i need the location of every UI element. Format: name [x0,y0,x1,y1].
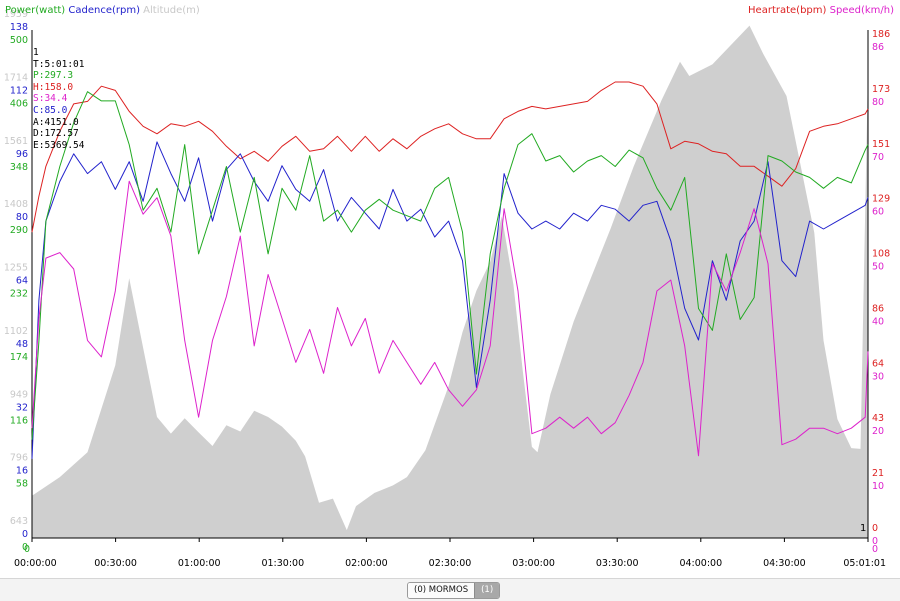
legend-left: Power(watt) Cadence(rpm) Altitude(m) [5,5,200,16]
tab-1[interactable]: (1) [474,583,500,598]
bottom-bar: (0) MORMOS (1) [0,578,900,601]
legend-right-item-1: Speed(km/h) [826,5,894,16]
legend-item-1: Cadence(rpm) [68,5,144,16]
speed-tick-label: 86 [872,42,884,53]
readout-line-4: C:85.0 [33,104,68,116]
heartrate-tick-label: 21 [872,468,884,479]
cadence-tick-label: 0 [22,529,28,540]
series-cadence-line [31,141,869,459]
readout-line-3: S:34.4 [33,93,68,105]
heartrate-tick-label: 108 [872,249,890,260]
series-speed-line [31,180,869,457]
altitude-tick-label: 949 [10,389,28,400]
power-tick-label: 174 [10,352,28,363]
altitude-tick-label: 1959 [4,9,28,20]
heartrate-tick-label: 64 [872,358,884,369]
x-tick-label: 03:30:00 [596,558,639,569]
altitude-tick-label: 1255 [4,263,28,274]
speed-tick-label: 60 [872,207,884,218]
speed-tick-label: 10 [872,481,884,492]
series-heartrate-line [31,81,869,233]
heartrate-tick-label: 86 [872,303,884,314]
heartrate-tick-label: 129 [872,194,890,205]
power-tick-label: 348 [10,162,28,173]
power-tick-label: 116 [10,415,28,426]
power-tick-label: 290 [10,225,28,236]
cadence-tick-label: 80 [16,212,28,223]
cadence-tick-label: 16 [16,466,28,477]
speed-tick-label: 30 [872,371,884,382]
x-tick-label: 04:00:00 [679,558,722,569]
altitude-area-layer [32,25,868,539]
heartrate-tick-label: 151 [872,139,890,150]
x-tick-label: 02:30:00 [429,558,472,569]
legend-item-0: Power(watt) [5,5,69,16]
series-altitude-area [32,25,868,539]
x-tick-label: 05:01:01 [843,558,886,569]
heartrate-tick-label: 186 [872,29,890,40]
axis-labels-layer: 643 796 949 1102 1255 1408 1561 1714 1959 0 16 32 48… [4,9,890,569]
altitude-tick-label: 796 [10,453,28,464]
multi-series-chart[interactable]: 643 796 949 1102 1255 1408 1561 1714 1959 0 16 32 48… [0,0,900,578]
cursor-readout: 1 T:5:01:01 P:297.3 H:158.0 S:34.4 C:85.0 A:4… [33,47,84,151]
power-tick-label: 232 [10,289,28,300]
altitude-tick-label: 1561 [4,136,28,147]
x-tick-label: 00:30:00 [94,558,137,569]
speed-zero-label: 0 [872,544,878,555]
heartrate-tick-label: 173 [872,84,890,95]
tab-mormos[interactable]: (0) MORMOS [408,583,475,598]
legend-right: Heartrate(bpm) Speed(km/h) [748,5,894,16]
cadence-tick-label: 32 [16,402,28,413]
altitude-tick-label: 1102 [4,326,28,337]
ride-tabs: (0) MORMOS (1) [407,582,501,599]
x-tick-label: 01:00:00 [178,558,221,569]
speed-tick-label: 40 [872,316,884,327]
altitude-tick-label: 1714 [4,72,28,83]
series-lines-layer [31,81,869,459]
power-tick-label: 58 [16,479,28,490]
speed-tick-label: 80 [872,97,884,108]
heartrate-tick-label: 0 [872,523,878,534]
altitude-tick-label: 643 [10,516,28,527]
legend-item-2: Altitude(m) [143,5,200,16]
power-zero-label: 0 [24,544,30,555]
cadence-tick-label: 96 [16,149,28,160]
readout-line-2: H:158.0 [33,81,74,93]
power-tick-label: 406 [10,98,28,109]
power-tick-label: 500 [10,35,28,46]
readout-line-7: E:5369.54 [33,139,85,151]
speed-tick-label: 0 [872,536,878,547]
cadence-tick-label: 112 [10,85,28,96]
x-tick-label: 04:30:00 [763,558,806,569]
cadence-tick-label: 138 [10,22,28,33]
readout-lap: 1 [33,47,39,58]
altitude-tick-label: 1408 [4,199,28,210]
cadence-tick-label: 48 [16,339,28,350]
x-tick-label: 02:00:00 [345,558,388,569]
readout-line-5: A:4151.0 [33,116,79,128]
speed-tick-label: 20 [872,426,884,437]
readout-line-1: P:297.3 [33,70,74,82]
x-tick-label: 03:00:00 [512,558,555,569]
lap-marker-label: 1 [860,523,867,534]
cadence-tick-label: 64 [16,276,28,287]
speed-tick-label: 50 [872,262,884,273]
x-tick-label: 01:30:00 [261,558,304,569]
series-power-line [31,91,869,440]
power-tick-label: 0 [22,542,28,553]
readout-line-0: T:5:01:01 [33,58,85,70]
x-tick-label: 00:00:00 [14,558,57,569]
heartrate-tick-label: 43 [872,413,884,424]
speed-tick-label: 70 [872,152,884,163]
legend-right-item-0: Heartrate(bpm) [748,5,827,16]
readout-line-6: D:172.57 [33,128,79,140]
